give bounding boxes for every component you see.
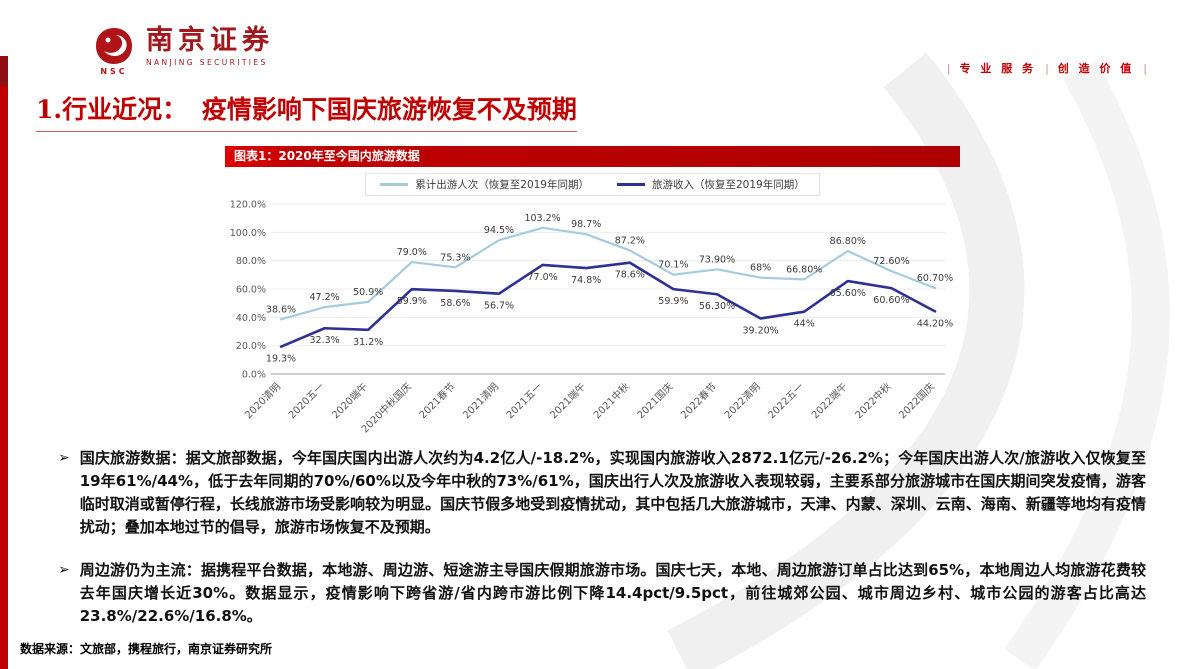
data-label: 73.90% — [699, 254, 735, 265]
data-label: 75.3% — [440, 252, 470, 263]
logotype: 南京证券 NANJING SECURITIES — [146, 26, 274, 67]
x-axis-tick-label: 2022五一 — [766, 381, 806, 421]
bullet-item-local-travel: ➢ 周边游仍为主流：据携程平台数据，本地游、周边游、短途游主导国庆假期旅游市场。… — [58, 559, 1146, 628]
bullet-arrow-icon: ➢ — [58, 562, 70, 578]
data-label: 72.60% — [873, 256, 909, 267]
data-label: 68% — [750, 263, 771, 274]
x-axis-tick-label: 2020端午 — [329, 380, 370, 421]
slogan-separator: | — [1143, 61, 1147, 75]
company-logo: NSC 南京证券 NANJING SECURITIES — [92, 26, 274, 76]
logo-monogram: NSC — [100, 67, 128, 76]
slogan-part-service: 专 业 服 务 — [959, 62, 1037, 75]
data-label: 38.6% — [266, 304, 296, 315]
x-axis-tick-label: 2022中秋 — [852, 380, 893, 421]
x-axis-tick-label: 2022国庆 — [896, 380, 937, 421]
left-accent-bar — [0, 56, 8, 669]
data-label: 19.3% — [266, 354, 296, 365]
slogan-part-value: 创 造 价 值 — [1057, 62, 1135, 75]
data-label: 78.6% — [615, 270, 645, 281]
data-label: 74.8% — [571, 275, 601, 286]
data-label: 39.20% — [742, 325, 778, 336]
legend-label-revenue: 旅游收入（恢复至2019年同期） — [652, 179, 805, 191]
y-axis-tick-label: 40.0% — [236, 313, 266, 324]
slogan-separator: | — [946, 61, 951, 75]
legend-item-trips: 累计出游人次（恢复至2019年同期） — [380, 177, 589, 192]
y-axis-tick-label: 60.0% — [236, 285, 266, 296]
figure-title-bar: 图表1：2020年至今国内旅游数据 — [225, 146, 960, 167]
data-label: 44% — [794, 319, 815, 330]
bullet-text: 周边游仍为主流：据携程平台数据，本地游、周边游、短途游主导国庆假期旅游市场。国庆… — [80, 559, 1146, 628]
data-label: 66.80% — [786, 264, 822, 275]
bullet-lead: 国庆旅游数据： — [79, 449, 186, 467]
x-axis-tick-label: 2021国庆 — [634, 380, 675, 421]
logo-chinese-name: 南京证券 — [146, 25, 274, 56]
data-label: 56.30% — [699, 301, 735, 312]
bullet-arrow-icon: ➢ — [58, 450, 70, 466]
figure-card: 图表1：2020年至今国内旅游数据 累计出游人次（恢复至2019年同期） 旅游收… — [225, 146, 960, 436]
data-label: 31.2% — [353, 337, 383, 348]
x-axis-tick-label: 2021端午 — [547, 380, 588, 421]
y-axis-tick-label: 0.0% — [242, 370, 266, 381]
legend-label-trips: 累计出游人次（恢复至2019年同期） — [415, 179, 589, 191]
logo-english-name: NANJING SECURITIES — [146, 57, 268, 67]
y-axis-tick-label: 100.0% — [230, 228, 266, 239]
data-label: 79.0% — [397, 247, 427, 258]
bullet-text: 国庆旅游数据：据文旅部数据，今年国庆国内出游人次约为4.2亿人/-18.2%，实… — [80, 447, 1146, 539]
logo-seal-icon — [96, 28, 132, 64]
data-label: 44.20% — [917, 318, 953, 329]
x-axis-tick-label: 2021五一 — [505, 381, 545, 421]
y-axis-tick-label: 120.0% — [230, 200, 266, 211]
data-label: 70.1% — [658, 260, 688, 271]
x-axis-tick-label: 2020五一 — [287, 381, 327, 421]
data-label: 59.9% — [658, 296, 688, 307]
data-label: 56.7% — [484, 301, 514, 312]
legend-line-revenue-icon — [617, 183, 645, 186]
data-label: 50.9% — [353, 287, 383, 298]
data-label: 32.3% — [310, 335, 340, 346]
bullet-item-holiday-data: ➢ 国庆旅游数据：据文旅部数据，今年国庆国内出游人次约为4.2亿人/-18.2%… — [58, 447, 1146, 539]
x-axis-tick-label: 2020清明 — [242, 380, 283, 421]
y-axis-tick-label: 80.0% — [236, 256, 266, 267]
legend-line-trips-icon — [380, 183, 409, 186]
x-axis-tick-label: 2022清明 — [721, 380, 762, 421]
series-line-1 — [279, 261, 937, 348]
data-label: 65.60% — [830, 288, 866, 299]
x-axis-tick-label: 2021清明 — [460, 380, 501, 421]
data-label: 94.5% — [484, 225, 514, 236]
data-label: 87.2% — [615, 235, 645, 246]
data-source-note: 数据来源：文旅部，携程旅行，南京证券研究所 — [20, 642, 273, 656]
data-label: 59.9% — [397, 296, 427, 307]
data-label: 60.60% — [873, 295, 909, 306]
data-label: 98.7% — [571, 219, 601, 230]
bullet-lead: 周边游仍为主流： — [79, 561, 201, 579]
data-label: 60.70% — [917, 273, 953, 284]
tourism-recovery-line-chart: 120.0%100.0%80.0%60.0%40.0%20.0%0.0%2020… — [230, 200, 953, 436]
data-label: 103.2% — [524, 213, 560, 224]
x-axis-tick-label: 2021中秋 — [591, 380, 632, 421]
x-axis-tick-label: 2021春节 — [417, 381, 458, 422]
y-axis-tick-label: 20.0% — [236, 341, 266, 352]
chart-legend: 累计出游人次（恢复至2019年同期） 旅游收入（恢复至2019年同期） — [365, 173, 820, 196]
legend-item-revenue: 旅游收入（恢复至2019年同期） — [617, 177, 805, 192]
brand-slogan: | 专 业 服 务 | 创 造 价 值 | — [938, 60, 1156, 76]
data-label: 77.0% — [528, 272, 558, 283]
bullet-list: ➢ 国庆旅游数据：据文旅部数据，今年国庆国内出游人次约为4.2亿人/-18.2%… — [58, 447, 1146, 648]
x-axis-tick-label: 2022春节 — [678, 381, 719, 422]
data-label: 58.6% — [440, 298, 470, 309]
data-label: 86.80% — [830, 236, 866, 247]
slogan-separator: | — [1045, 61, 1049, 75]
logo-emblem: NSC — [92, 26, 136, 76]
x-axis-tick-label: 2022端午 — [809, 380, 850, 421]
page-title: 1.行业近况： 疫情影响下国庆旅游恢复不及预期 — [36, 90, 577, 132]
title-section-number: 1.行业近况： — [36, 95, 188, 124]
data-label: 47.2% — [310, 292, 340, 303]
title-text: 疫情影响下国庆旅游恢复不及预期 — [201, 95, 577, 124]
bullet-body: 据携程平台数据，本地游、周边游、短途游主导国庆假期旅游市场。国庆七天，本地、周边… — [79, 561, 1146, 625]
bullet-body: 据文旅部数据，今年国庆国内出游人次约为4.2亿人/-18.2%，实现国内旅游收入… — [79, 449, 1146, 536]
